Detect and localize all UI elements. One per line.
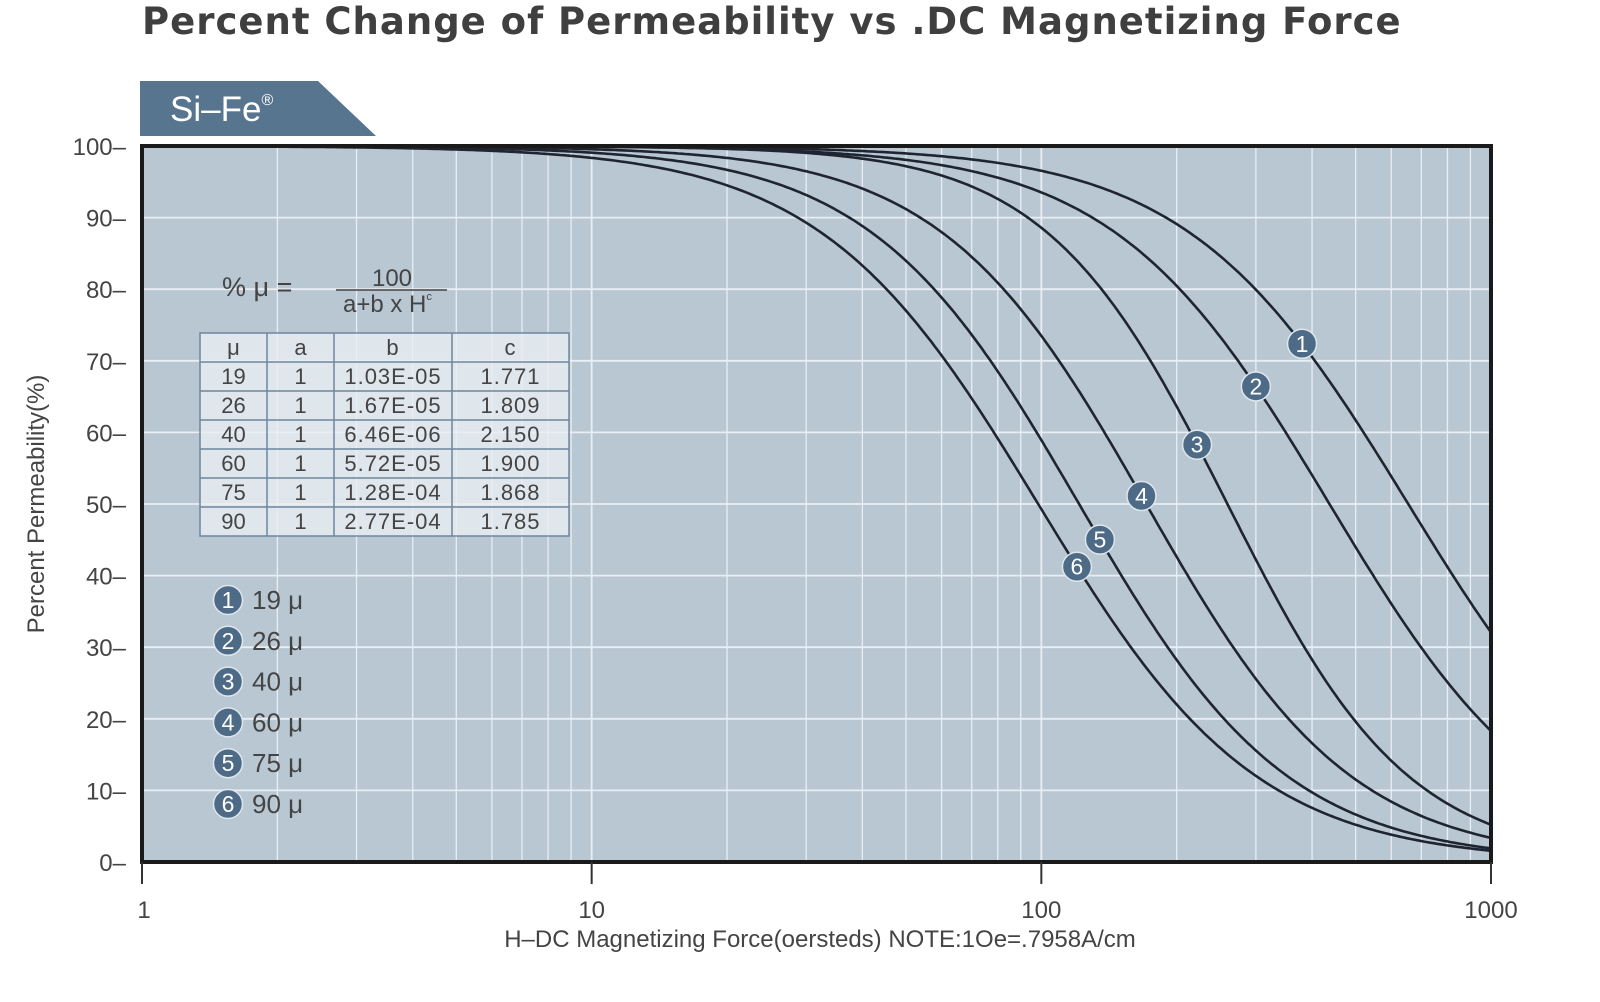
y-tick-label: 60– bbox=[86, 420, 127, 447]
x-tick-label: 1000 bbox=[1464, 897, 1517, 924]
y-tick-label: 20– bbox=[86, 707, 127, 734]
param-table bbox=[199, 332, 570, 537]
badge-number: 1 bbox=[1296, 331, 1309, 357]
table-cell: 1.785 bbox=[480, 509, 540, 534]
table-cell: 40 bbox=[221, 422, 245, 447]
formula-denominator: a+b x Hc bbox=[343, 291, 432, 318]
table-cell: 60 bbox=[221, 451, 245, 476]
badge-circle bbox=[212, 747, 244, 779]
table-cell: 2.150 bbox=[480, 422, 540, 447]
legend-badge-4: 4 bbox=[212, 707, 244, 738]
badge-circle bbox=[1240, 371, 1272, 402]
table-cell: 1 bbox=[294, 393, 306, 418]
curve-label-1: 1 bbox=[1286, 328, 1318, 360]
table-cell: 1.03E-05 bbox=[344, 364, 441, 389]
y-axis-label: Percent Permeability(%) bbox=[23, 375, 50, 634]
table-cell: 1 bbox=[294, 422, 306, 447]
y-tick-label: 80– bbox=[86, 277, 127, 304]
legend-badge-6: 6 bbox=[212, 788, 244, 820]
badge-circle bbox=[1061, 551, 1093, 582]
table-cell: 1.67E-05 bbox=[344, 393, 441, 418]
x-axis-label: H–DC Magnetizing Force(oersteds) NOTE:1O… bbox=[504, 926, 1136, 953]
formula-numerator: 100 bbox=[372, 265, 412, 292]
badge-circle bbox=[212, 707, 244, 738]
table-header-cell: a bbox=[294, 335, 307, 360]
curve-label-6: 6 bbox=[1061, 551, 1093, 582]
badge-number: 4 bbox=[1135, 483, 1148, 509]
registered-mark: ® bbox=[261, 92, 273, 109]
x-tick-label: 1 bbox=[137, 897, 150, 924]
legend-label: 26 μ bbox=[252, 626, 303, 656]
table-cell: 1.28E-04 bbox=[344, 480, 441, 505]
table-header-cell: μ bbox=[227, 335, 240, 360]
legend-label: 90 μ bbox=[252, 789, 303, 819]
table-cell: 1 bbox=[294, 480, 306, 505]
y-tick-label: 100– bbox=[73, 134, 127, 161]
badge-number: 2 bbox=[222, 628, 235, 654]
curve-label-3: 3 bbox=[1181, 429, 1213, 460]
table-cell: 5.72E-05 bbox=[344, 451, 441, 476]
badge-number: 5 bbox=[222, 750, 235, 776]
badge-circle bbox=[212, 788, 244, 820]
material-tab bbox=[140, 81, 376, 136]
badge-circle bbox=[212, 625, 244, 657]
legend-badge-5: 5 bbox=[212, 747, 244, 779]
y-tick-label: 30– bbox=[86, 635, 127, 662]
formula-exponent: c bbox=[426, 291, 432, 303]
badge-number: 2 bbox=[1249, 373, 1262, 399]
x-tick-label: 100 bbox=[1021, 897, 1061, 924]
table-cell: 1 bbox=[294, 509, 306, 534]
chart-title: Percent Change of Permeability vs .DC Ma… bbox=[142, 0, 1402, 43]
badge-number: 3 bbox=[222, 669, 235, 695]
table-header-cell: c bbox=[505, 335, 517, 360]
legend-label: 40 μ bbox=[252, 667, 303, 697]
y-tick-label: 40– bbox=[86, 564, 127, 591]
y-tick-label: 70– bbox=[86, 349, 127, 376]
table-cell: 2.77E-04 bbox=[344, 509, 441, 534]
badge-number: 3 bbox=[1191, 432, 1204, 458]
y-tick-label: 10– bbox=[86, 778, 127, 805]
table-cell: 1.809 bbox=[480, 393, 540, 418]
table-cell: 1 bbox=[294, 364, 306, 389]
table-cell: 6.46E-06 bbox=[344, 422, 441, 447]
badge-circle bbox=[1126, 480, 1157, 512]
badge-circle bbox=[1181, 429, 1213, 460]
legend-badge-2: 2 bbox=[212, 625, 244, 657]
x-tick-label: 10 bbox=[578, 897, 605, 924]
curve-label-2: 2 bbox=[1240, 371, 1272, 402]
material-tab-label: Si–Fe® bbox=[170, 90, 273, 129]
plot-frame bbox=[140, 144, 1493, 864]
badge-circle bbox=[212, 666, 244, 697]
legend-badge-1: 1 bbox=[212, 584, 244, 616]
y-tick-label: 0– bbox=[99, 850, 126, 877]
legend-badge-3: 3 bbox=[212, 666, 244, 697]
legend-label: 60 μ bbox=[252, 707, 303, 737]
table-cell: 90 bbox=[221, 509, 245, 534]
table-cell: 1.771 bbox=[480, 364, 540, 389]
table-cell: 1.868 bbox=[480, 480, 540, 505]
table-cell: 19 bbox=[221, 364, 245, 389]
table-cell: 26 bbox=[221, 393, 245, 418]
badge-circle bbox=[212, 584, 244, 616]
badge-number: 4 bbox=[222, 709, 235, 735]
curve-label-4: 4 bbox=[1126, 480, 1157, 512]
y-tick-label: 50– bbox=[86, 492, 127, 519]
table-header-cell: b bbox=[386, 335, 399, 360]
badge-number: 1 bbox=[222, 587, 235, 613]
badge-number: 6 bbox=[1071, 554, 1084, 580]
badge-number: 5 bbox=[1094, 527, 1107, 553]
curve-label-5: 5 bbox=[1084, 524, 1116, 555]
badge-circle bbox=[1084, 524, 1116, 555]
legend-label: 19 μ bbox=[252, 585, 303, 615]
table-cell: 1 bbox=[294, 451, 306, 476]
badge-circle bbox=[1286, 328, 1318, 360]
y-tick-label: 90– bbox=[86, 206, 127, 233]
formula-lhs: % μ = bbox=[222, 272, 292, 302]
legend-label: 75 μ bbox=[252, 748, 303, 778]
table-cell: 1.900 bbox=[480, 451, 540, 476]
table-cell: 75 bbox=[221, 480, 245, 505]
badge-number: 6 bbox=[222, 791, 235, 817]
